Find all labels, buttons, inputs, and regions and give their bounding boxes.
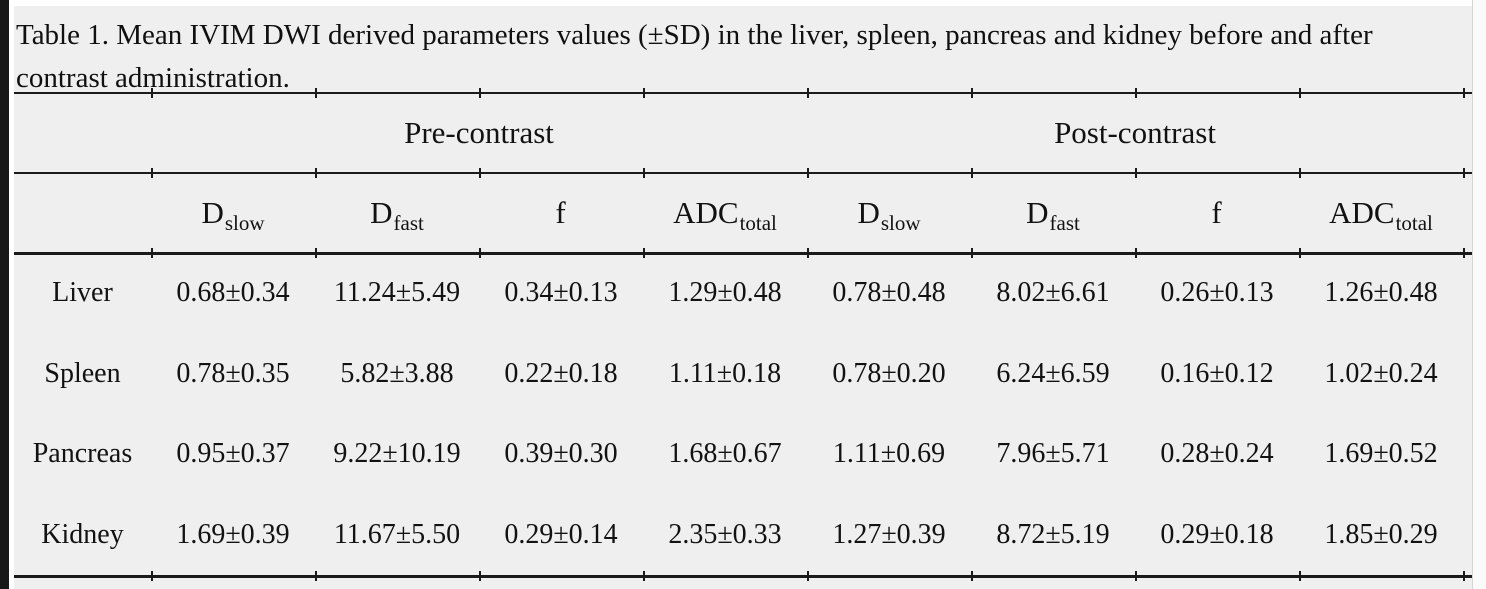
param-header-dfast-post: Dfast <box>971 195 1135 235</box>
value-cell: 5.82±3.88 <box>340 357 454 389</box>
param-header-dslow-pre: Dslow <box>151 195 315 235</box>
scan-edge-bar <box>0 0 9 589</box>
value-cell: 8.72±5.19 <box>996 518 1110 550</box>
organ-cell: Pancreas <box>32 438 133 470</box>
value-cell: 0.26±0.13 <box>1160 277 1274 309</box>
rule-below-caption <box>14 88 1472 98</box>
param-subscript: total <box>739 211 777 235</box>
rule-below-param-header <box>14 248 1472 258</box>
scan-right-strip <box>1472 0 1486 589</box>
organ-cell: Liver <box>52 277 113 309</box>
param-subscript: fast <box>1049 211 1080 235</box>
value-cell: 1.27±0.39 <box>832 518 946 550</box>
table-row-kidney: Kidney 1.69±0.39 11.67±5.50 0.29±0.14 2.… <box>14 495 1463 576</box>
value-cell: 0.78±0.20 <box>832 357 946 389</box>
table-row-liver: Liver 0.68±0.34 11.24±5.49 0.34±0.13 1.2… <box>14 253 1463 334</box>
value-cell: 11.24±5.49 <box>333 277 461 309</box>
value-cell: 0.68±0.34 <box>176 277 290 309</box>
value-cell: 1.85±0.29 <box>1324 518 1438 550</box>
value-cell: 0.29±0.14 <box>504 518 618 550</box>
param-base: D <box>201 195 224 230</box>
value-cell: 0.34±0.13 <box>504 277 618 309</box>
param-header-adctotal-post: ADCtotal <box>1299 195 1463 235</box>
param-header-f-post: f <box>1135 195 1299 231</box>
value-cell: 0.16±0.12 <box>1160 357 1274 389</box>
group-header-row: Pre-contrast Post-contrast <box>14 94 1463 172</box>
value-cell: 2.35±0.33 <box>668 518 782 550</box>
param-subscript: slow <box>880 211 921 235</box>
value-cell: 1.68±0.67 <box>668 438 782 470</box>
group-header-pre-contrast: Pre-contrast <box>404 115 554 150</box>
value-cell: 1.11±0.18 <box>668 357 782 389</box>
value-cell: 1.69±0.52 <box>1324 438 1438 470</box>
value-cell: 1.29±0.48 <box>668 277 782 309</box>
group-header-post-contrast: Post-contrast <box>1054 115 1216 150</box>
value-cell: 1.69±0.39 <box>176 518 290 550</box>
value-cell: 11.67±5.50 <box>333 518 461 550</box>
value-cell: 0.29±0.18 <box>1160 518 1274 550</box>
param-header-dslow-post: Dslow <box>807 195 971 235</box>
value-cell: 1.11±0.69 <box>832 438 946 470</box>
param-base: ADC <box>1329 195 1395 230</box>
table-row-spleen: Spleen 0.78±0.35 5.82±3.88 0.22±0.18 1.1… <box>14 334 1463 415</box>
organ-cell: Spleen <box>44 357 121 389</box>
rule-below-group-header <box>14 168 1472 178</box>
organ-cell: Kidney <box>41 518 124 550</box>
value-cell: 1.26±0.48 <box>1324 277 1438 309</box>
param-subscript: fast <box>393 211 424 235</box>
param-header-row: Dslow Dfast f ADCtotal Dslow Dfast f ADC… <box>14 174 1463 252</box>
table-body: Liver 0.68±0.34 11.24±5.49 0.34±0.13 1.2… <box>14 253 1463 575</box>
param-header-f-pre: f <box>479 195 643 231</box>
rule-table-bottom <box>14 571 1472 581</box>
param-base: D <box>1026 195 1049 230</box>
param-base: f <box>555 195 566 230</box>
value-cell: 0.39±0.30 <box>504 438 618 470</box>
param-header-dfast-pre: Dfast <box>315 195 479 235</box>
value-cell: 0.95±0.37 <box>176 438 290 470</box>
param-base: D <box>857 195 880 230</box>
value-cell: 0.78±0.35 <box>176 357 290 389</box>
value-cell: 7.96±5.71 <box>996 438 1110 470</box>
param-base: f <box>1211 195 1222 230</box>
param-header-adctotal-pre: ADCtotal <box>643 195 807 235</box>
table-caption: Table 1. Mean IVIM DWI derived parameter… <box>16 19 1373 94</box>
param-base: ADC <box>673 195 739 230</box>
param-subscript: total <box>1395 211 1433 235</box>
value-cell: 0.78±0.48 <box>832 277 946 309</box>
value-cell: 9.22±10.19 <box>333 438 461 470</box>
table-region: Table 1. Mean IVIM DWI derived parameter… <box>14 6 1472 589</box>
value-cell: 0.22±0.18 <box>504 357 618 389</box>
value-cell: 1.02±0.24 <box>1324 357 1438 389</box>
value-cell: 8.02±6.61 <box>996 277 1110 309</box>
value-cell: 0.28±0.24 <box>1160 438 1274 470</box>
param-base: D <box>370 195 393 230</box>
param-subscript: slow <box>224 211 265 235</box>
value-cell: 6.24±6.59 <box>996 357 1110 389</box>
table-row-pancreas: Pancreas 0.95±0.37 9.22±10.19 0.39±0.30 … <box>14 414 1463 495</box>
